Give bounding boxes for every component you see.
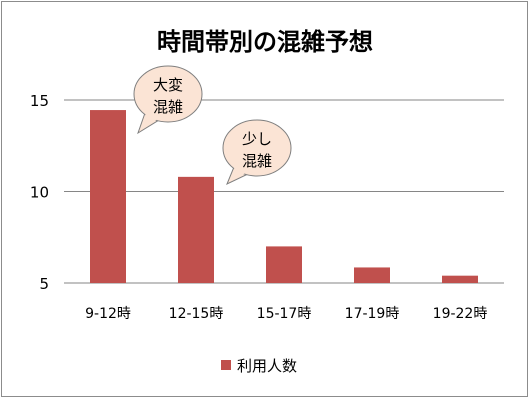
- x-tick-label: 19-22時: [433, 306, 488, 322]
- y-tick-label: 15: [30, 92, 49, 110]
- bar: [90, 110, 126, 283]
- annotation-text: 大変: [153, 76, 183, 94]
- x-tick-label: 17-19時: [345, 306, 400, 322]
- bar: [442, 275, 478, 283]
- y-tick-label: 5: [39, 275, 49, 293]
- annotation-text: 混雑: [242, 152, 272, 170]
- speech-bubble-body: [222, 119, 292, 177]
- annotation-text: 少し: [242, 130, 272, 148]
- legend-label: 利用人数: [237, 357, 297, 375]
- legend-swatch: [221, 360, 231, 370]
- bar: [266, 246, 302, 283]
- y-tick-label: 10: [30, 184, 49, 202]
- x-tick-label: 15-17時: [257, 306, 312, 322]
- annotation-text: 混雑: [153, 98, 183, 116]
- chart-title: 時間帯別の混雑予想: [157, 28, 373, 56]
- x-tick-label: 9-12時: [85, 306, 131, 322]
- legend: 利用人数: [221, 357, 297, 375]
- bar: [354, 267, 390, 283]
- speech-bubble-tail-cover: [229, 164, 250, 181]
- speech-bubble-tail-cover: [140, 110, 161, 130]
- bar: [178, 176, 214, 283]
- x-tick-label: 12-15時: [169, 306, 224, 322]
- plot-area: 5 10 15 9-12時 12-15時 15-17時 17-19時 19-22時: [30, 92, 504, 322]
- speech-bubble-body: [133, 65, 203, 123]
